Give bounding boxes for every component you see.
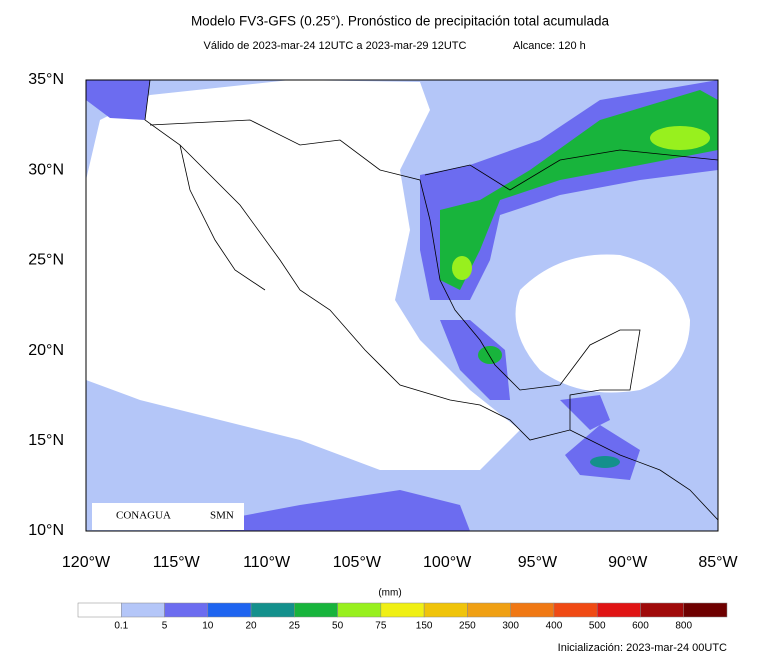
lat-label: 30°N: [28, 161, 64, 178]
colorbar-label: 300: [502, 621, 519, 632]
lon-label: 85°W: [698, 554, 738, 571]
colorbar-swatch: [380, 602, 425, 618]
lon-label: 120°W: [62, 554, 111, 571]
colorbar-label: 5: [162, 621, 168, 632]
axis-labels: 35°N 30°N 25°N 20°N 15°N 10°N 120°W 115°W 110°W 1…: [28, 71, 738, 571]
dry-area: [86, 80, 520, 470]
lat-label: 20°N: [28, 342, 64, 359]
colorbar-swatch: [294, 602, 338, 618]
map-frame: [85, 79, 719, 532]
colorbar-swatch: [423, 602, 468, 618]
lon-label: 105°W: [333, 554, 382, 571]
colorbar-label: 50: [332, 621, 344, 632]
colorbar-label: 600: [632, 621, 649, 632]
lat-label: 10°N: [28, 522, 64, 539]
colorbar-unit: (mm): [378, 588, 401, 599]
map: CONAGUA SMN: [85, 79, 719, 532]
lon-label: 95°W: [518, 554, 558, 571]
colorbar-swatch: [553, 602, 598, 618]
lon-label: 115°W: [153, 554, 201, 571]
lon-label: 100°W: [423, 554, 472, 571]
colorbar-swatch: [207, 602, 252, 618]
coastline: [179, 144, 266, 291]
precip-area: [565, 425, 640, 480]
logo-text: SMN: [210, 510, 234, 522]
colorbar-label: 250: [459, 621, 476, 632]
dry-area: [515, 254, 690, 393]
lon-label: 90°W: [608, 554, 648, 571]
colorbar-label: 25: [289, 621, 301, 632]
colorbar-swatch: [467, 602, 511, 618]
colorbar-swatch: [250, 602, 295, 618]
colorbar-label: 150: [416, 621, 433, 632]
precip-area: [220, 490, 470, 531]
coastline: [424, 149, 718, 191]
precip-area: [86, 80, 150, 120]
colorbar-swatch: [164, 602, 209, 618]
colorbar-label: 400: [546, 621, 563, 632]
logo-text: CONAGUA: [116, 510, 171, 522]
footer: Inicialización: 2023-mar-24 00UTC: [558, 642, 727, 654]
colorbar-swatch: [683, 602, 728, 618]
precip-area: [590, 456, 620, 468]
logo-box: [92, 503, 244, 530]
colorbar-label: 20: [246, 621, 258, 632]
colorbar: 0.1 5 10 20 25 50 75 150 250 300 400 500 600 800: [77, 602, 728, 632]
colorbar-swatch: [640, 602, 684, 618]
subtitle: Válido de 2023-mar-24 12UTC a 2023-mar-2…: [204, 40, 467, 52]
colorbar-label: 10: [202, 621, 214, 632]
lon-label: 110°W: [243, 554, 291, 571]
title: Modelo FV3-GFS (0.25°). Pronóstico de pr…: [191, 14, 610, 29]
precip-area: [440, 90, 718, 290]
colorbar-swatch: [121, 602, 165, 618]
coastline: [144, 80, 641, 441]
lat-label: 15°N: [28, 432, 64, 449]
coastline: [569, 429, 718, 521]
precip-area: [440, 320, 510, 400]
colorbar-swatch: [510, 602, 555, 618]
colorbar-label: 500: [589, 621, 606, 632]
lat-label: 35°N: [28, 71, 64, 88]
precip-area: [650, 126, 710, 150]
colorbar-label: 0.1: [114, 621, 128, 632]
colorbar-swatch: [596, 602, 641, 618]
precip-area: [478, 346, 502, 364]
colorbar-swatch: [77, 602, 122, 618]
lat-label: 25°N: [28, 252, 64, 269]
precip-area: [452, 256, 472, 280]
colorbar-label: 75: [375, 621, 387, 632]
colorbar-swatch: [337, 602, 382, 618]
precip-area: [560, 395, 610, 430]
range-text: Alcance: 120 h: [513, 40, 586, 52]
colorbar-label: 800: [675, 621, 692, 632]
